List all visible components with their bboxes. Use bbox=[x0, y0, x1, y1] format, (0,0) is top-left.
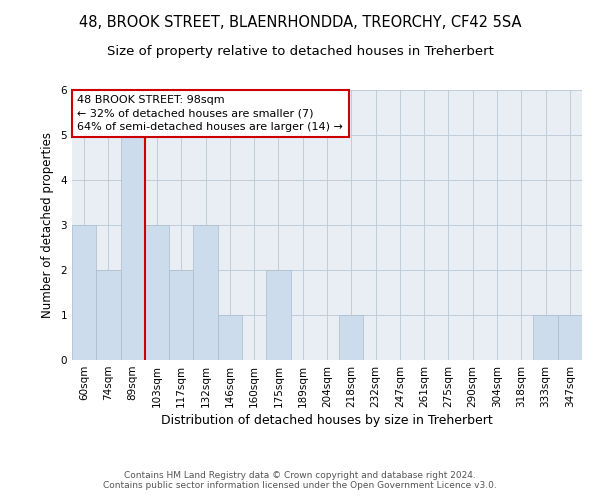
Bar bbox=[193, 225, 218, 360]
Bar bbox=[533, 315, 558, 360]
Text: Size of property relative to detached houses in Treherbert: Size of property relative to detached ho… bbox=[107, 45, 493, 58]
Bar bbox=[266, 270, 290, 360]
Text: Contains HM Land Registry data © Crown copyright and database right 2024.
Contai: Contains HM Land Registry data © Crown c… bbox=[103, 470, 497, 490]
Bar bbox=[218, 315, 242, 360]
Text: 48 BROOK STREET: 98sqm
← 32% of detached houses are smaller (7)
64% of semi-deta: 48 BROOK STREET: 98sqm ← 32% of detached… bbox=[77, 96, 343, 132]
Bar bbox=[558, 315, 582, 360]
Bar bbox=[121, 135, 145, 360]
Bar bbox=[96, 270, 121, 360]
Bar bbox=[72, 225, 96, 360]
Y-axis label: Number of detached properties: Number of detached properties bbox=[41, 132, 53, 318]
Bar bbox=[145, 225, 169, 360]
Text: 48, BROOK STREET, BLAENRHONDDA, TREORCHY, CF42 5SA: 48, BROOK STREET, BLAENRHONDDA, TREORCHY… bbox=[79, 15, 521, 30]
Bar bbox=[169, 270, 193, 360]
X-axis label: Distribution of detached houses by size in Treherbert: Distribution of detached houses by size … bbox=[161, 414, 493, 427]
Bar bbox=[339, 315, 364, 360]
